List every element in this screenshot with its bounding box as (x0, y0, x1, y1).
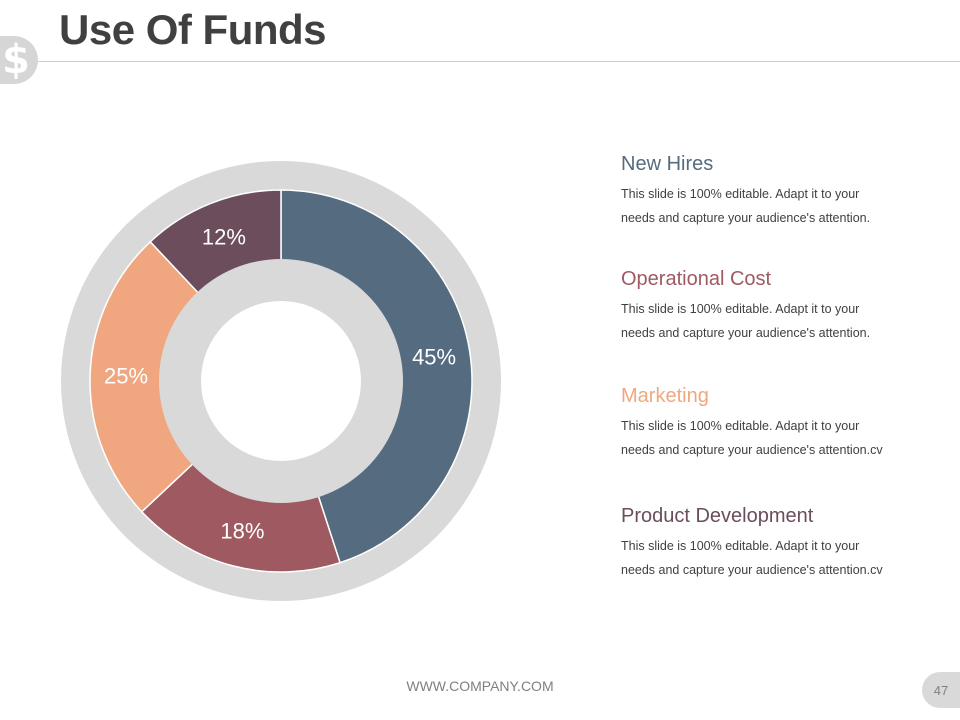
legend-title-marketing: Marketing (621, 385, 709, 407)
legend-item-new-hires: New Hires This slide is 100% editable. A… (621, 152, 941, 230)
legend-item-operational-cost: Operational Cost This slide is 100% edit… (621, 267, 941, 345)
legend-item-product-development: Product Development This slide is 100% e… (621, 504, 941, 582)
legend-desc-operational-cost: This slide is 100% editable. Adapt it to… (621, 302, 871, 340)
footer-website: WWW.COMPANY.COM (406, 678, 554, 694)
legend-desc-marketing: This slide is 100% editable. Adapt it to… (621, 419, 883, 457)
donut-label-new-hires: 45% (412, 344, 456, 369)
donut-label-marketing: 25% (104, 364, 148, 389)
legend-desc-product-development: This slide is 100% editable. Adapt it to… (621, 539, 883, 577)
legend-title-product-development: Product Development (621, 505, 814, 527)
slide-title: Use Of Funds (59, 6, 327, 53)
dollar-icon: $ (2, 37, 30, 83)
legend-desc-new-hires: This slide is 100% editable. Adapt it to… (621, 187, 871, 225)
donut-label-product-development: 12% (202, 224, 246, 249)
legend-title-operational-cost: Operational Cost (621, 268, 772, 290)
donut-label-operational-cost: 18% (220, 519, 264, 544)
legend-title-new-hires: New Hires (621, 153, 714, 175)
donut-hole (201, 301, 361, 461)
dollar-badge: $ (0, 36, 38, 84)
title-divider (38, 61, 960, 62)
page-number: 47 (922, 672, 960, 708)
legend-item-marketing: Marketing This slide is 100% editable. A… (621, 384, 941, 462)
